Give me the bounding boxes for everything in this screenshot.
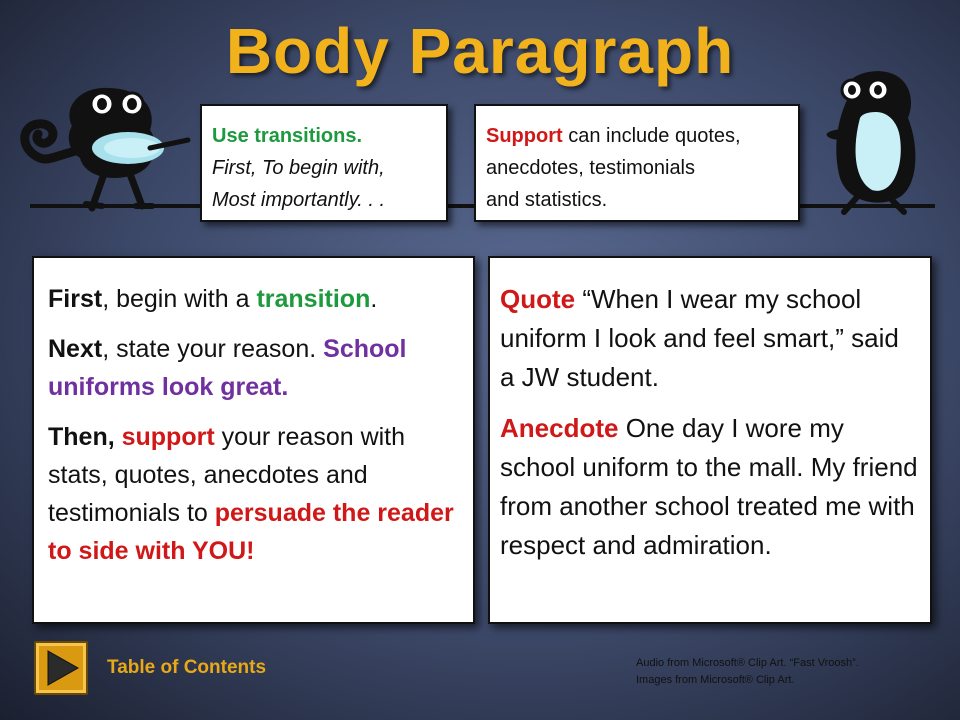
table-of-contents-button[interactable] (34, 641, 88, 695)
step-first: First, begin with a transition. (48, 285, 378, 313)
steps-text-box: First, begin with a transition. Next, st… (32, 256, 475, 624)
clipart-credit: Audio from Microsoft® Clip Art. “Fast Vr… (636, 655, 859, 689)
support-word: Support (486, 125, 563, 147)
support-speech-bubble: Support can include quotes, anecdotes, t… (474, 104, 800, 222)
monkey-clipart-icon (20, 87, 191, 212)
anecdote-example: Anecdote One day I wore my school unifor… (500, 413, 918, 560)
bubble-left-line2: First, To begin with, (212, 157, 385, 179)
transitions-speech-bubble: Use transitions. First, To begin with, M… (200, 104, 448, 222)
bubble-right-line1: Support can include quotes, (486, 120, 798, 152)
step-next: Next, state your reason. School uniforms… (48, 335, 407, 401)
table-of-contents-link[interactable]: Table of Contents (107, 657, 267, 678)
examples-text-box: Quote “When I wear my school uniform I l… (488, 256, 932, 624)
quote-example: Quote “When I wear my school uniform I l… (500, 284, 899, 392)
step-then: Then, support your reason with stats, qu… (48, 423, 454, 565)
penguin-clipart-icon (826, 71, 916, 215)
bubble-right-text1: can include quotes, (562, 125, 741, 147)
bubble-right-line3: and statistics. (486, 189, 608, 211)
bubble-right-line2: anecdotes, testimonials (486, 157, 696, 179)
credit-line2: Images from Microsoft® Clip Art. (636, 674, 795, 686)
slide-title: Body Paragraph (225, 15, 735, 87)
bubble-left-line1: Use transitions. (212, 125, 363, 147)
credit-line1: Audio from Microsoft® Clip Art. “Fast Vr… (636, 657, 859, 669)
bubble-left-line3: Most importantly. . . (212, 189, 386, 211)
play-arrow-icon (47, 650, 80, 686)
